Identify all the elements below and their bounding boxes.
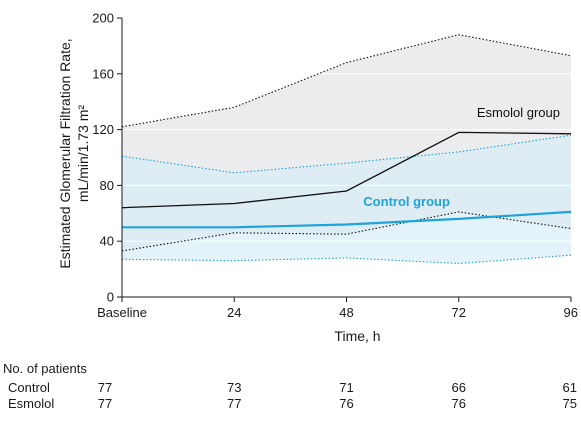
patients-count: 66 [452,380,466,395]
y-tick-label-0: 0 [107,290,114,305]
patients-count: 76 [339,396,353,411]
y-tick-label-40: 40 [100,234,114,249]
series-lines [121,34,572,265]
y-tick-label-160: 160 [92,66,114,81]
control-lower-line [121,254,572,265]
patients-row-label-esmolol: Esmolol [8,396,54,411]
patients-count: 73 [227,380,241,395]
x-tick-label-4: 96 [564,305,578,320]
patients-title: No. of patients [3,361,87,376]
esmolol-group-label: Esmolol group [477,105,560,120]
axes: 0 40 80 120 160 200 Baseline 24 48 72 96 [92,11,578,321]
x-tick-label-1: 24 [227,305,241,320]
y-axis-title-line2: mL/min/1.73 m² [75,105,91,203]
x-tick-label-3: 72 [452,305,466,320]
x-tick-label-0: Baseline [97,305,147,320]
y-axis-title: Estimated Glomerular Filtration Rate, mL/… [57,38,91,268]
patients-count: 77 [98,396,112,411]
patients-count: 76 [452,396,466,411]
x-axis-title: Time, h [334,328,380,344]
control-median-line [122,210,572,229]
chart-labels: Time, h Estimated Glomerular Filtration R… [57,38,560,344]
x-tick-label-2: 48 [339,305,353,320]
y-tick-label-120: 120 [92,122,114,137]
esmolol-upper-line [121,34,572,128]
esmolol-median-line [121,131,572,209]
grid-lines [122,17,571,242]
y-axis-title-line1: Estimated Glomerular Filtration Rate, [57,38,73,268]
interval-bands [122,34,571,264]
y-tick-label-200: 200 [92,11,114,26]
control-interval-band [122,135,571,264]
y-tick-label-80: 80 [100,178,114,193]
patients-count: 77 [227,396,241,411]
patients-count: 61 [563,380,577,395]
patients-count: 77 [98,380,112,395]
control-group-label: Control group [363,194,450,209]
patients-count: 75 [563,396,577,411]
patients-count: 71 [339,380,353,395]
patients-row-label-control: Control [8,380,50,395]
